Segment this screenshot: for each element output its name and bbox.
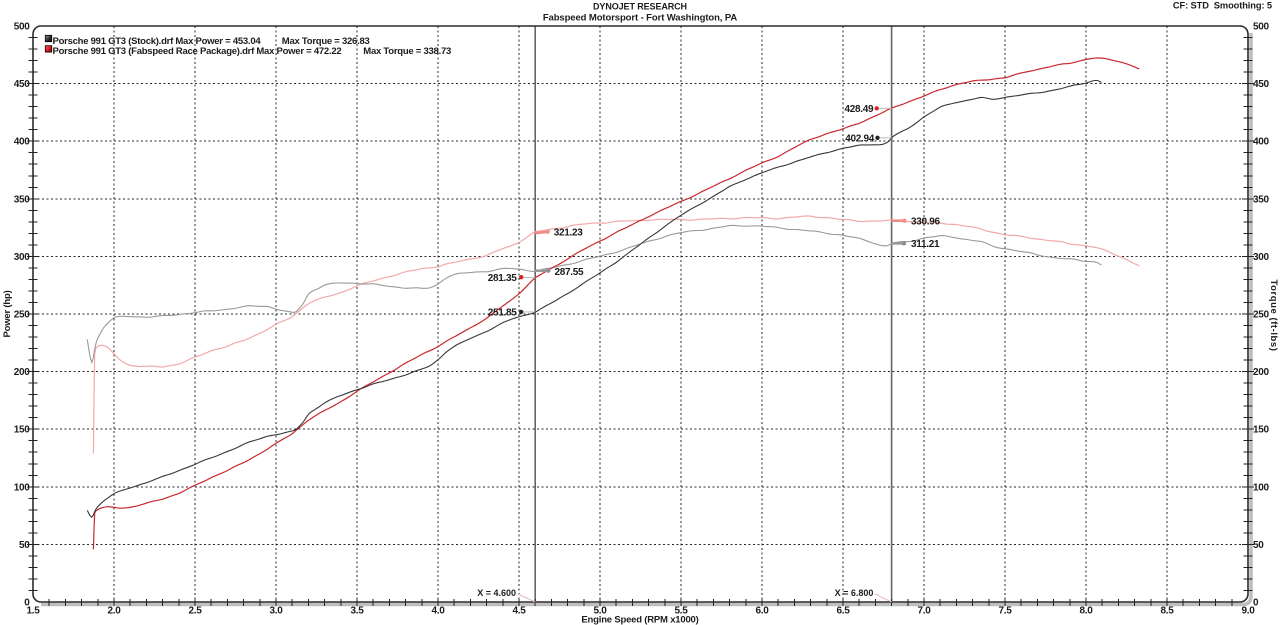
svg-text:4.5: 4.5 xyxy=(512,606,526,617)
svg-text:7.5: 7.5 xyxy=(998,606,1012,617)
svg-text:2.0: 2.0 xyxy=(107,606,121,617)
svg-text:500: 500 xyxy=(1253,22,1270,33)
svg-text:Torque (ft-lbs): Torque (ft-lbs) xyxy=(1268,280,1279,352)
svg-text:50: 50 xyxy=(19,540,30,551)
svg-text:X = 4.600: X = 4.600 xyxy=(477,588,516,598)
svg-text:5.5: 5.5 xyxy=(674,606,688,617)
svg-text:281.35: 281.35 xyxy=(488,273,518,284)
svg-text:0: 0 xyxy=(24,598,30,609)
svg-text:300: 300 xyxy=(1253,252,1270,263)
svg-text:Power (hp): Power (hp) xyxy=(2,290,13,337)
svg-text:Fabspeed Motorsport - Fort Was: Fabspeed Motorsport - Fort Washington, P… xyxy=(543,13,738,24)
svg-text:150: 150 xyxy=(14,425,31,436)
svg-text:6.0: 6.0 xyxy=(755,606,769,617)
svg-text:CF: STD Smoothing: 5: CF: STD Smoothing: 5 xyxy=(1173,1,1272,11)
svg-text:400: 400 xyxy=(1253,137,1270,148)
svg-text:X = 6.800: X = 6.800 xyxy=(835,588,874,598)
svg-text:0: 0 xyxy=(1253,598,1259,609)
svg-text:9.0: 9.0 xyxy=(1241,606,1255,617)
svg-text:2.5: 2.5 xyxy=(188,606,202,617)
svg-text:321.23: 321.23 xyxy=(554,227,584,238)
svg-text:330.96: 330.96 xyxy=(911,217,941,228)
svg-text:500: 500 xyxy=(14,22,31,33)
svg-text:250: 250 xyxy=(14,310,31,321)
svg-text:250: 250 xyxy=(1253,310,1270,321)
svg-text:200: 200 xyxy=(14,367,31,378)
svg-text:3.0: 3.0 xyxy=(269,606,283,617)
svg-text:4.0: 4.0 xyxy=(431,606,445,617)
svg-text:402.94: 402.94 xyxy=(845,133,875,144)
svg-text:100: 100 xyxy=(1253,482,1270,493)
svg-text:Porsche 991 GT3 (Stock).drf Ma: Porsche 991 GT3 (Stock).drf Max Power = … xyxy=(53,36,262,47)
svg-text:Max Torque = 338.73: Max Torque = 338.73 xyxy=(363,46,451,57)
svg-text:300: 300 xyxy=(14,252,31,263)
svg-text:7.0: 7.0 xyxy=(917,606,931,617)
svg-text:287.55: 287.55 xyxy=(555,267,585,278)
svg-text:50: 50 xyxy=(1253,540,1264,551)
svg-text:Porsche 991 GT3 (Fabspeed Race: Porsche 991 GT3 (Fabspeed Race Package).… xyxy=(53,46,342,57)
svg-text:350: 350 xyxy=(14,194,31,205)
svg-text:5.0: 5.0 xyxy=(593,606,607,617)
svg-text:3.5: 3.5 xyxy=(350,606,364,617)
svg-text:350: 350 xyxy=(1253,194,1270,205)
svg-text:150: 150 xyxy=(1253,425,1270,436)
svg-text:8.5: 8.5 xyxy=(1160,606,1174,617)
svg-text:428.49: 428.49 xyxy=(845,104,875,115)
svg-text:100: 100 xyxy=(14,482,31,493)
svg-text:Engine Speed (RPM x1000): Engine Speed (RPM x1000) xyxy=(581,615,698,625)
svg-text:DYNOJET RESEARCH: DYNOJET RESEARCH xyxy=(593,2,687,12)
svg-text:6.5: 6.5 xyxy=(836,606,850,617)
svg-text:200: 200 xyxy=(1253,367,1270,378)
svg-text:400: 400 xyxy=(14,137,31,148)
svg-text:251.85: 251.85 xyxy=(488,307,518,318)
svg-text:450: 450 xyxy=(14,79,31,90)
svg-text:450: 450 xyxy=(1253,79,1270,90)
svg-text:311.21: 311.21 xyxy=(911,239,940,250)
svg-text:1.5: 1.5 xyxy=(26,606,40,617)
svg-text:8.0: 8.0 xyxy=(1079,606,1093,617)
svg-text:Max Torque = 326.83: Max Torque = 326.83 xyxy=(282,36,370,47)
